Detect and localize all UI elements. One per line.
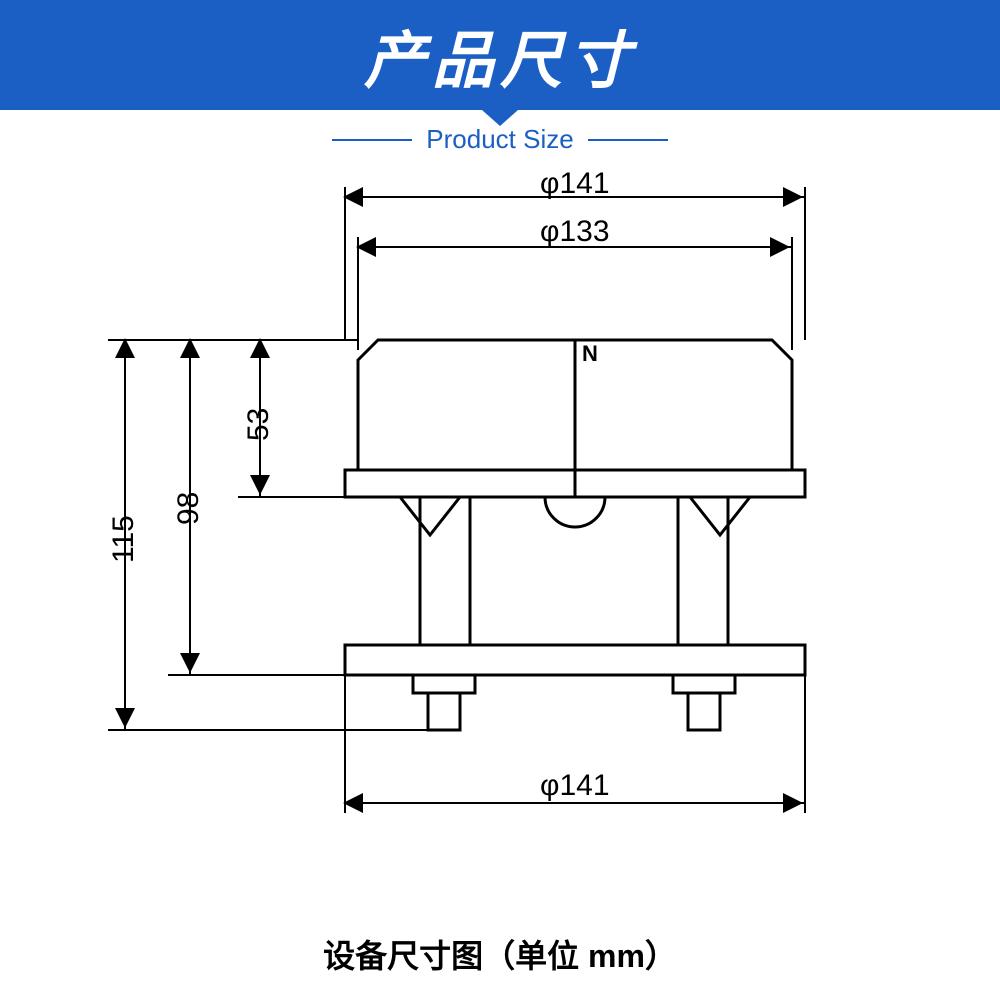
sub-line-right <box>588 139 668 141</box>
sub-line-left <box>332 139 412 141</box>
title-cn: 产品尺寸 <box>364 10 636 100</box>
dim-h-cap: 53 <box>242 408 276 441</box>
header-banner: 产品尺寸 <box>0 0 1000 110</box>
dim-h-mid: 98 <box>172 492 206 525</box>
subtitle-row: Product Size <box>0 124 1000 155</box>
dim-bottom: φ141 <box>540 769 610 803</box>
svg-text:N: N <box>582 341 598 366</box>
dim-top-inner: φ133 <box>540 215 610 249</box>
diagram-caption: 设备尺寸图（单位 mm） <box>0 931 1000 977</box>
dimension-drawing-svg: N <box>0 165 1000 925</box>
dim-top-outer: φ141 <box>540 167 610 201</box>
diagram-area: N <box>0 165 1000 925</box>
subtitle-en: Product Size <box>426 124 573 155</box>
dim-h-total: 115 <box>107 515 141 563</box>
